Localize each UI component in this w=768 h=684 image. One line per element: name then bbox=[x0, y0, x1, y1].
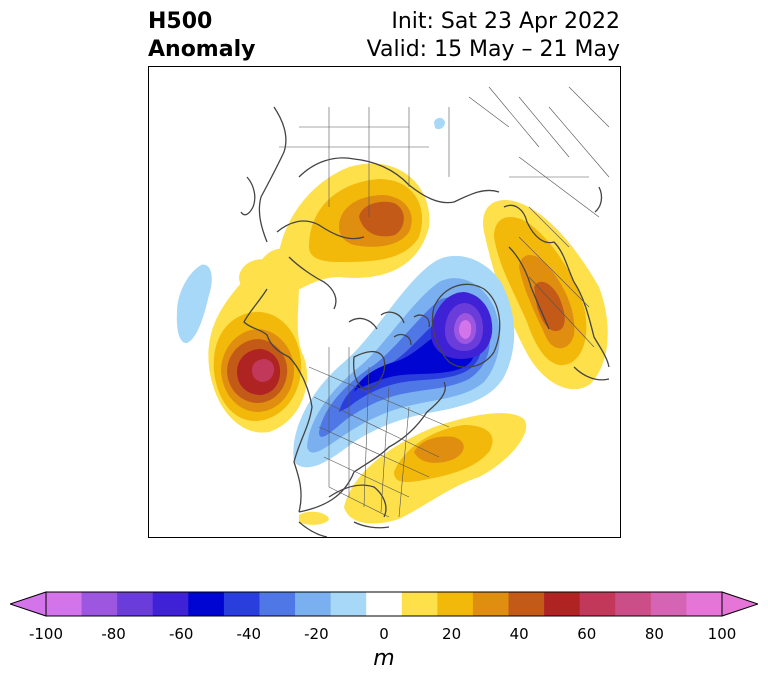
colorbar-tick-label: -40 bbox=[236, 625, 262, 643]
anomaly-atlantic-40 bbox=[414, 436, 464, 463]
colorbar-segment bbox=[152, 592, 189, 616]
title-anomaly: Anomaly bbox=[148, 37, 256, 62]
colorbar-segment bbox=[579, 592, 616, 616]
anomaly-arctic-minus10 bbox=[434, 117, 445, 130]
title-variable: H500 bbox=[148, 9, 213, 34]
colorbar-segment bbox=[437, 592, 474, 616]
colorbar-under-arrow bbox=[10, 591, 47, 617]
map-canvas bbox=[176, 86, 610, 537]
colorbar-segment bbox=[46, 592, 83, 616]
colorbar-segment bbox=[650, 592, 687, 616]
colorbar-segment bbox=[117, 592, 154, 616]
negative-anomalies bbox=[176, 117, 515, 468]
positive-anomalies bbox=[208, 163, 608, 525]
colorbar-segment bbox=[472, 592, 510, 616]
colorbar-segment bbox=[295, 592, 332, 616]
anomaly-alaska-70 bbox=[252, 359, 275, 382]
colorbar-segment bbox=[366, 592, 403, 616]
colorbar-over-arrow bbox=[721, 591, 758, 617]
colorbar-segment bbox=[81, 592, 118, 616]
colorbar-unit: m bbox=[373, 646, 395, 671]
colorbar-segment bbox=[508, 592, 545, 616]
chart-title: H500 Anomaly bbox=[148, 8, 255, 64]
chart-subtitle: Init: Sat 23 Apr 2022 Valid: 15 May – 21… bbox=[367, 8, 620, 64]
colorbar-segment bbox=[401, 592, 438, 616]
colorbar-tick-label: 0 bbox=[379, 625, 389, 643]
colorbar-segments bbox=[46, 592, 723, 616]
anomaly-europe-50 bbox=[534, 281, 565, 332]
colorbar-tick-label: 60 bbox=[577, 625, 597, 643]
colorbar-tick-label: -80 bbox=[101, 625, 126, 643]
colorbar-segment bbox=[259, 592, 296, 616]
colorbar-tick-label: 40 bbox=[509, 625, 529, 643]
colorbar-tick-label: -100 bbox=[28, 625, 64, 643]
colorbar-frame bbox=[45, 591, 723, 617]
colorbar-segment bbox=[330, 592, 367, 616]
colorbar-tick-label: 100 bbox=[707, 625, 737, 643]
political-borders bbox=[279, 86, 610, 518]
colorbar-segment bbox=[615, 592, 652, 616]
colorbar-segment bbox=[188, 592, 225, 616]
colorbar-tick-label: -60 bbox=[168, 625, 194, 643]
valid-range: Valid: 15 May – 21 May bbox=[366, 37, 620, 62]
colorbar-segment bbox=[223, 592, 260, 616]
colorbar-tick-label: 20 bbox=[442, 625, 462, 643]
colorbar bbox=[10, 591, 758, 617]
colorbar-tick-label: -20 bbox=[304, 625, 329, 643]
anomaly-pacific-minus10 bbox=[176, 264, 212, 344]
anomaly-map bbox=[148, 66, 621, 538]
colorbar-segment bbox=[686, 592, 723, 616]
anomaly-greenland-minus90 bbox=[459, 320, 472, 339]
anomaly-siberia-50 bbox=[359, 201, 404, 237]
anomaly-atlantic-tail-20 bbox=[299, 511, 329, 525]
colorbar-segment bbox=[544, 592, 581, 616]
colorbar-tick-label: 80 bbox=[644, 625, 664, 643]
anomaly-alaska-shoulder-20 bbox=[239, 259, 280, 298]
init-time: Init: Sat 23 Apr 2022 bbox=[391, 9, 620, 34]
